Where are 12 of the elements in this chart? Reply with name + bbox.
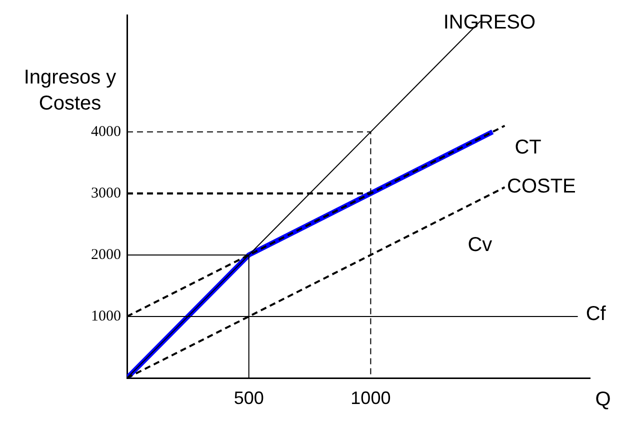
y-tick-label: 4000 xyxy=(91,124,121,140)
x-axis-title: Q xyxy=(595,388,611,411)
x-tick-label: 500 xyxy=(234,388,264,408)
series-label: CT xyxy=(514,136,542,158)
y-tick-label: 3000 xyxy=(91,185,121,202)
y-tick-label: 1000 xyxy=(91,308,121,324)
series-label: INGRESO xyxy=(443,12,536,34)
y-tick-label: 2000 xyxy=(91,246,121,263)
series-label: Cf xyxy=(586,302,606,325)
series-label: Cv xyxy=(468,234,492,256)
y-axis-title: Ingresos y Costes xyxy=(24,66,116,115)
annotation: COSTE xyxy=(507,176,576,198)
